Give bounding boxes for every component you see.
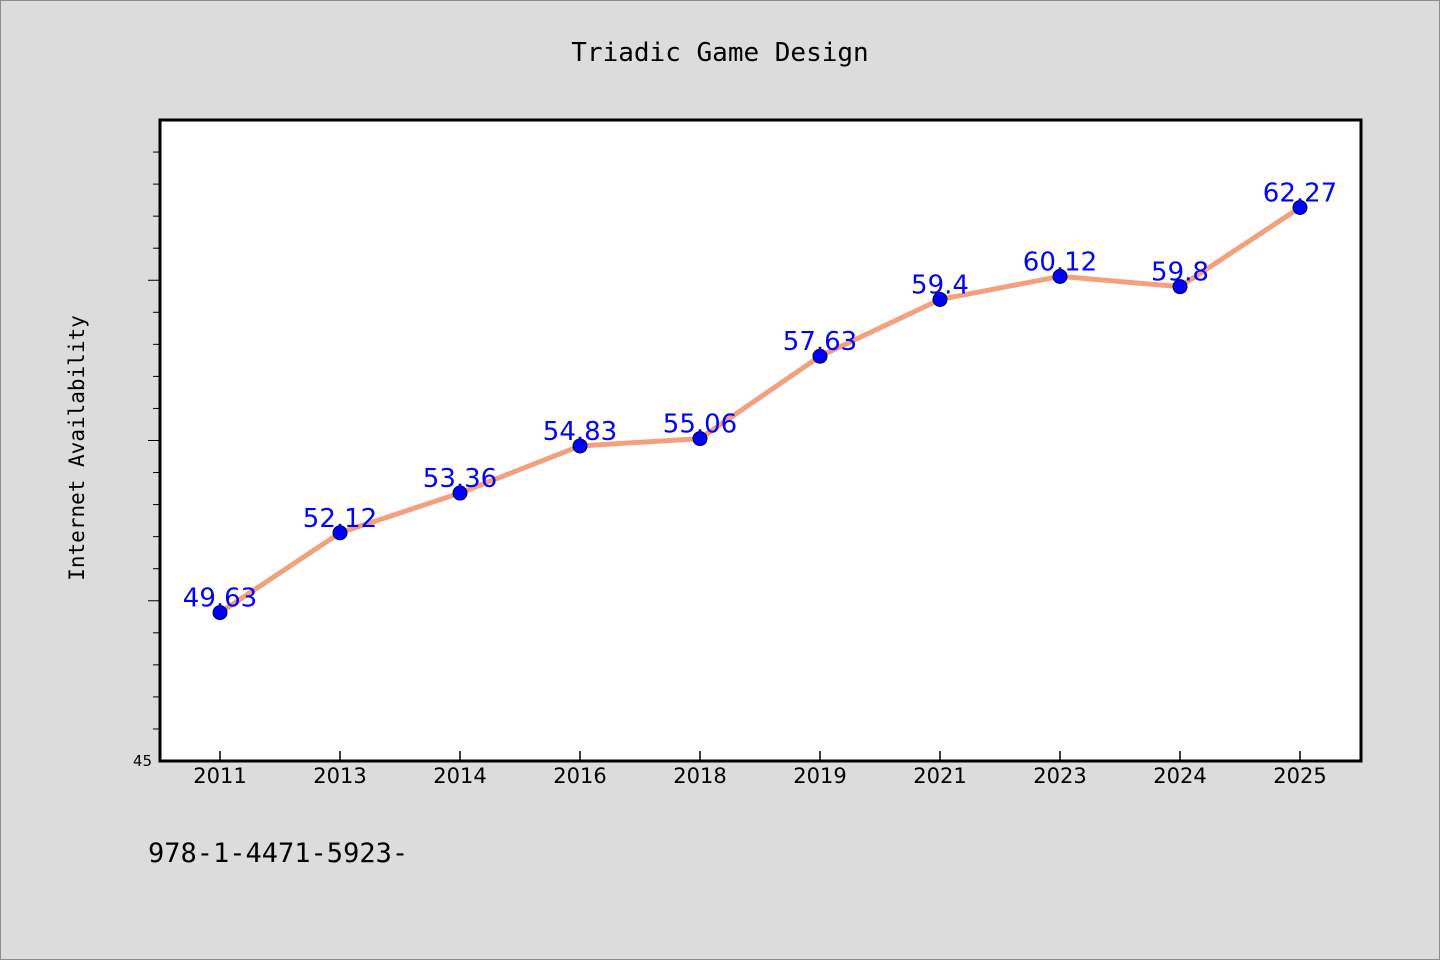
data-label: 52.12 <box>303 504 377 534</box>
x-axis-tick-labels: 2011 2013 2014 2016 2018 2019 2021 2023 2024 2025 <box>193 764 1326 788</box>
data-label: 62.27 <box>1263 178 1337 208</box>
data-label: 57.63 <box>783 327 857 357</box>
data-point <box>812 348 828 364</box>
x-axis-ticks <box>219 751 1301 761</box>
data-label: 55.06 <box>663 410 737 440</box>
x-tick-label: 2025 <box>1273 764 1326 788</box>
y-axis-min-label: 45 <box>133 752 152 770</box>
data-point <box>212 605 228 621</box>
chart-title: Triadic Game Design <box>571 38 868 68</box>
data-label: 59.4 <box>911 270 969 300</box>
x-tick-label: 2013 <box>313 764 366 788</box>
data-label: 59.8 <box>1151 258 1209 288</box>
x-tick-label: 2021 <box>913 764 966 788</box>
y-axis-ticks <box>148 151 160 730</box>
data-label: 49.63 <box>183 584 257 614</box>
data-labels: 49.63 52.12 53.36 54.83 55.06 57.63 59.4 60.12 5… <box>183 178 1337 613</box>
x-tick-label: 2016 <box>553 764 606 788</box>
x-tick-label: 2018 <box>673 764 726 788</box>
data-point <box>572 438 588 454</box>
data-point <box>452 485 468 501</box>
x-tick-label: 2024 <box>1153 764 1206 788</box>
plot-area <box>158 118 1363 763</box>
footer-code: 978-1-4471-5923- <box>148 838 408 869</box>
data-label: 54.83 <box>543 417 617 447</box>
data-point <box>1052 268 1068 284</box>
data-point <box>1292 199 1308 215</box>
data-point <box>332 525 348 541</box>
series-line <box>217 204 1303 616</box>
x-tick-label: 2011 <box>193 764 246 788</box>
x-tick-label: 2023 <box>1033 764 1086 788</box>
data-point <box>1172 279 1188 295</box>
y-axis-label: Internet Availability <box>65 315 89 581</box>
series-markers <box>212 199 1308 621</box>
data-label: 60.12 <box>1023 247 1097 277</box>
x-tick-label: 2014 <box>433 764 486 788</box>
data-point <box>692 431 708 447</box>
x-tick-label: 2019 <box>793 764 846 788</box>
data-point <box>932 291 948 307</box>
data-label: 53.36 <box>423 464 497 494</box>
